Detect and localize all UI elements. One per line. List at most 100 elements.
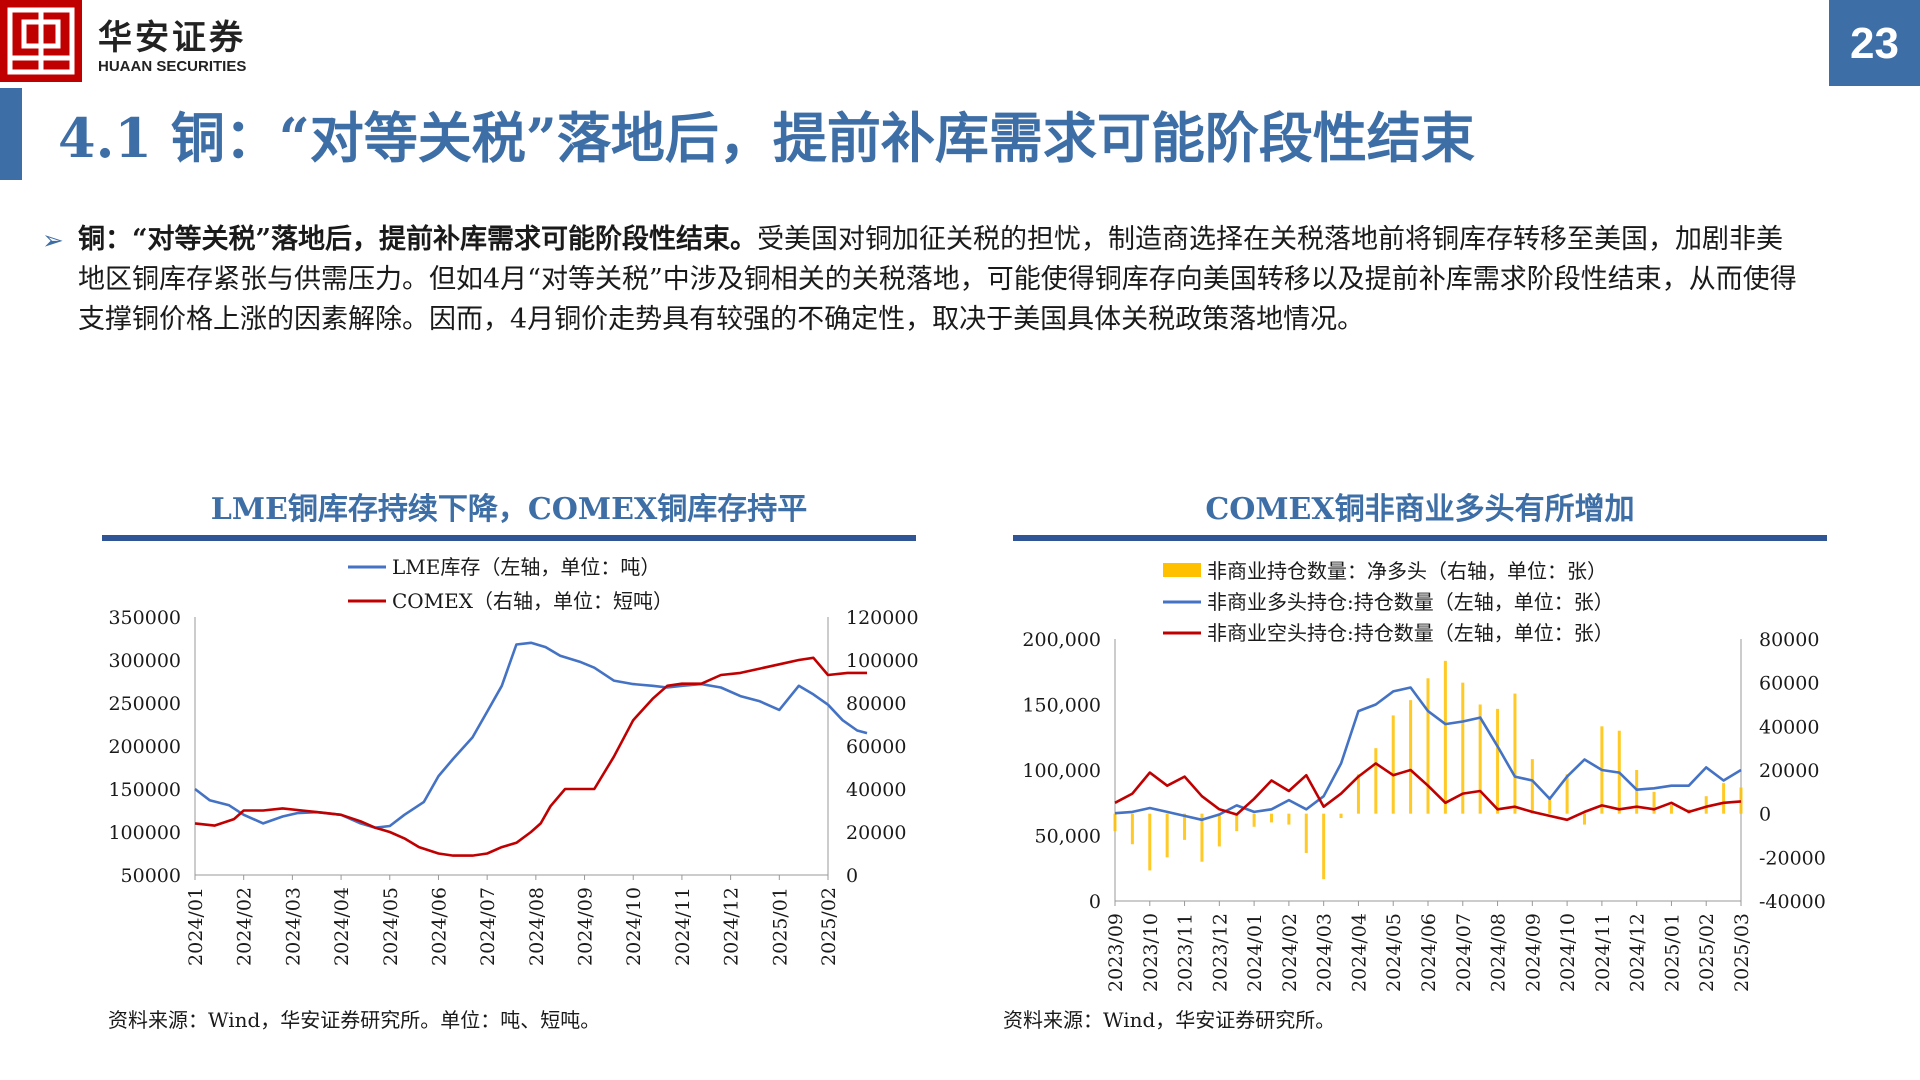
chart2-xtick-label-15: 2024/12 xyxy=(1627,913,1649,992)
chart1-ytick-left-2: 250000 xyxy=(108,693,181,715)
chart2-ytick-left-0: 200,000 xyxy=(1022,629,1101,651)
chart2-source: 资料来源：Wind，华安证券研究所。 xyxy=(1003,1008,1336,1032)
chart1-ytick-right-4: 40000 xyxy=(846,779,906,801)
chart2-xtick-label-8: 2024/05 xyxy=(1383,913,1405,992)
title-accent-bar xyxy=(0,88,22,180)
chart1-legend-label-0: LME库存（左轴，单位：吨） xyxy=(392,555,660,579)
chart2-xtick-label-16: 2025/01 xyxy=(1661,913,1683,992)
chart2-bar-1 xyxy=(1130,813,1134,845)
chart2-bar-36 xyxy=(1739,787,1743,814)
chart2-legend-label-0: 非商业持仓数量：净多头（右轴，单位：张） xyxy=(1207,559,1607,583)
chart1-title: LME铜库存持续下降，COMEX铜库存持平 xyxy=(210,492,808,527)
chart2-bar-11 xyxy=(1304,813,1308,853)
chart2-xtick-label-2: 2023/11 xyxy=(1175,913,1197,992)
chart1-xtick-label-12: 2025/01 xyxy=(769,887,791,966)
chart1-source: 资料来源：Wind，华安证券研究所。单位：吨、短吨。 xyxy=(108,1008,601,1032)
chart2-ytick-left-4: 0 xyxy=(1089,891,1101,913)
chart2-bar-14 xyxy=(1356,774,1360,814)
chart2-xtick-label-3: 2023/12 xyxy=(1209,913,1231,992)
chart1-xtick-label-9: 2024/10 xyxy=(623,887,645,966)
chart2-legend-label-2: 非商业空头持仓:持仓数量（左轴，单位：张） xyxy=(1207,621,1614,645)
company-name-cn: 华安证券 xyxy=(98,18,246,58)
chart2-bar-2 xyxy=(1148,813,1152,871)
chart1-ytick-right-5: 20000 xyxy=(846,822,906,844)
chart2-ytick-right-3: 20000 xyxy=(1759,760,1819,782)
chart1-xtick-label-1: 2024/02 xyxy=(234,887,256,966)
chart2-bar-7 xyxy=(1235,813,1239,832)
chart2-xtick-label-0: 2023/09 xyxy=(1105,913,1127,992)
chart2-bar-3 xyxy=(1165,813,1169,858)
bullet-lead: 铜：“对等关税”落地后，提前补库需求可能阶段性结束。 xyxy=(78,224,758,255)
chart2-ytick-right-2: 40000 xyxy=(1759,716,1819,738)
chart2-bar-31 xyxy=(1652,791,1656,814)
chart2-xtick-label-18: 2025/03 xyxy=(1731,913,1753,992)
chart1-legend-label-1: COMEX（右轴，单位：短吨） xyxy=(392,589,673,613)
chart1-ytick-left-3: 200000 xyxy=(108,736,181,758)
chart2-legend-label-1: 非商业多头持仓:持仓数量（左轴，单位：张） xyxy=(1207,590,1614,614)
chart2-xtick-label-1: 2023/10 xyxy=(1140,913,1162,992)
chart2-bar-4 xyxy=(1183,813,1187,840)
chart2-bar-0 xyxy=(1113,813,1117,832)
chart1-xtick-label-3: 2024/04 xyxy=(331,887,353,966)
chart1-series-line-0 xyxy=(194,641,868,830)
chart2-xtick-label-17: 2025/02 xyxy=(1696,913,1718,992)
chart1-xtick-label-8: 2024/09 xyxy=(575,887,597,966)
chart1-ytick-left-0: 350000 xyxy=(108,607,181,629)
chart2-bar-16 xyxy=(1391,715,1395,814)
chart2-xtick-label-7: 2024/04 xyxy=(1348,913,1370,992)
chart1-ytick-left-6: 50000 xyxy=(121,865,181,887)
chart2-bar-30 xyxy=(1635,770,1639,814)
chart2-series-line-1 xyxy=(1114,762,1742,822)
chart2-xtick-label-4: 2024/01 xyxy=(1244,913,1266,992)
chart1-xtick-label-2: 2024/03 xyxy=(282,887,304,966)
chart2-bar-20 xyxy=(1461,682,1465,814)
chart2-ytick-right-1: 60000 xyxy=(1759,673,1819,695)
page-number: 23 xyxy=(1829,0,1920,86)
chart2-bar-25 xyxy=(1548,796,1552,814)
chart1-series-line-1 xyxy=(194,656,867,857)
chart2-ytick-right-4: 0 xyxy=(1759,804,1771,826)
chart2-ytick-left-2: 100,000 xyxy=(1022,760,1101,782)
page-title: 4.1 铜：“对等关税”落地后，提前补库需求可能阶段性结束 xyxy=(58,106,1475,170)
chart1-xtick-label-5: 2024/06 xyxy=(428,887,450,966)
chart1-xtick-label-10: 2024/11 xyxy=(672,887,694,966)
chart1-xtick-label-0: 2024/01 xyxy=(185,887,207,966)
chart2-xtick-label-14: 2024/11 xyxy=(1592,913,1614,992)
chart1-ytick-left-5: 100000 xyxy=(108,822,181,844)
chart2-bar-27 xyxy=(1583,813,1586,825)
chart2-xtick-label-6: 2024/03 xyxy=(1314,913,1336,992)
chart1-xtick-label-11: 2024/12 xyxy=(721,887,743,966)
chart2-bar-5 xyxy=(1200,813,1204,862)
chart2-svg: 非商业持仓数量：净多头（右轴，单位：张） 非商业多头持仓:持仓数量（左轴，单位：张… xyxy=(1022,559,1826,992)
chart1-ytick-left-1: 300000 xyxy=(108,650,181,672)
bullet-body: 受美国对铜加征关税的担忧，制造商选择在关税落地前将铜库存转移至美国，加剧非美地区… xyxy=(78,224,1797,335)
chart2-xtick-label-11: 2024/08 xyxy=(1488,913,1510,992)
chart2-bar-22 xyxy=(1496,708,1500,814)
chart2-bar-17 xyxy=(1409,700,1413,814)
chart1-ytick-right-0: 120000 xyxy=(846,607,919,629)
chart2-series-line-0 xyxy=(1114,686,1742,822)
chart2-bar-23 xyxy=(1513,693,1517,814)
chart2-title-rule xyxy=(1013,535,1827,541)
chart2-title: COMEX铜非商业多头有所增加 xyxy=(1205,492,1635,527)
chart2-bar-34 xyxy=(1704,796,1708,814)
chart2-bar-18 xyxy=(1426,678,1430,814)
chart2-bar-8 xyxy=(1252,813,1256,827)
chart2-ytick-left-1: 150,000 xyxy=(1022,695,1101,717)
chart2-xtick-label-9: 2024/06 xyxy=(1418,913,1440,992)
chart2-bar-9 xyxy=(1270,813,1273,823)
chart2-ytick-left-3: 50,000 xyxy=(1035,826,1101,848)
chart1-svg: LME库存（左轴，单位：吨） COMEX（右轴，单位：短吨） 350000 30000… xyxy=(108,555,919,966)
chart2-xtick-label-12: 2024/09 xyxy=(1522,913,1544,992)
chart1-xtick-label-6: 2024/07 xyxy=(477,887,499,966)
chart2-ytick-right-6: -40000 xyxy=(1759,891,1826,913)
chart1-ytick-left-4: 150000 xyxy=(108,779,181,801)
chart1-xtick-label-4: 2024/05 xyxy=(380,887,402,966)
chart2-bar-6 xyxy=(1217,813,1221,847)
chart1-title-rule xyxy=(102,535,916,541)
chart1-ytick-right-6: 0 xyxy=(846,865,858,887)
chart2-bar-24 xyxy=(1530,759,1534,814)
chart1-ytick-right-1: 100000 xyxy=(846,650,919,672)
chart2-bar-19 xyxy=(1443,660,1447,814)
chart1-xtick-label-7: 2024/08 xyxy=(526,887,548,966)
